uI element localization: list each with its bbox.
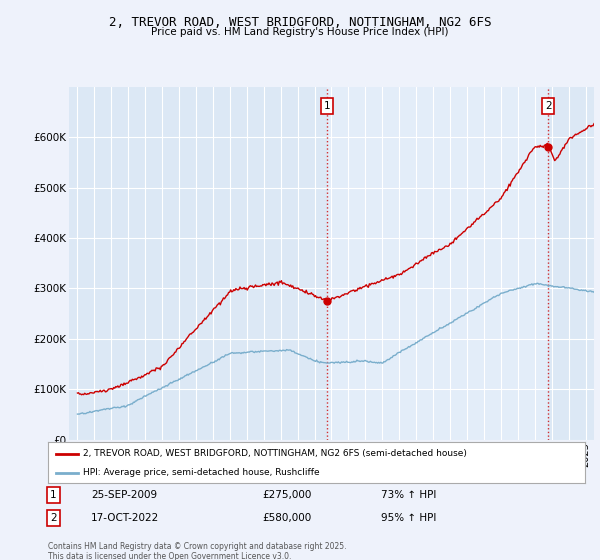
Text: £275,000: £275,000 [263, 490, 312, 500]
Text: £580,000: £580,000 [263, 514, 312, 524]
Text: 17-OCT-2022: 17-OCT-2022 [91, 514, 159, 524]
Text: 2, TREVOR ROAD, WEST BRIDGFORD, NOTTINGHAM, NG2 6FS (semi-detached house): 2, TREVOR ROAD, WEST BRIDGFORD, NOTTINGH… [83, 449, 467, 458]
Text: 1: 1 [50, 490, 56, 500]
Text: 2: 2 [50, 514, 56, 524]
Text: 2, TREVOR ROAD, WEST BRIDGFORD, NOTTINGHAM, NG2 6FS: 2, TREVOR ROAD, WEST BRIDGFORD, NOTTINGH… [109, 16, 491, 29]
Text: Price paid vs. HM Land Registry's House Price Index (HPI): Price paid vs. HM Land Registry's House … [151, 27, 449, 37]
Text: 73% ↑ HPI: 73% ↑ HPI [381, 490, 436, 500]
Text: 2: 2 [545, 101, 551, 111]
Text: Contains HM Land Registry data © Crown copyright and database right 2025.
This d: Contains HM Land Registry data © Crown c… [48, 542, 347, 560]
Bar [327, 87, 548, 440]
Text: 95% ↑ HPI: 95% ↑ HPI [381, 514, 436, 524]
Text: HPI: Average price, semi-detached house, Rushcliffe: HPI: Average price, semi-detached house,… [83, 468, 320, 477]
Text: 25-SEP-2009: 25-SEP-2009 [91, 490, 157, 500]
Text: 1: 1 [323, 101, 330, 111]
